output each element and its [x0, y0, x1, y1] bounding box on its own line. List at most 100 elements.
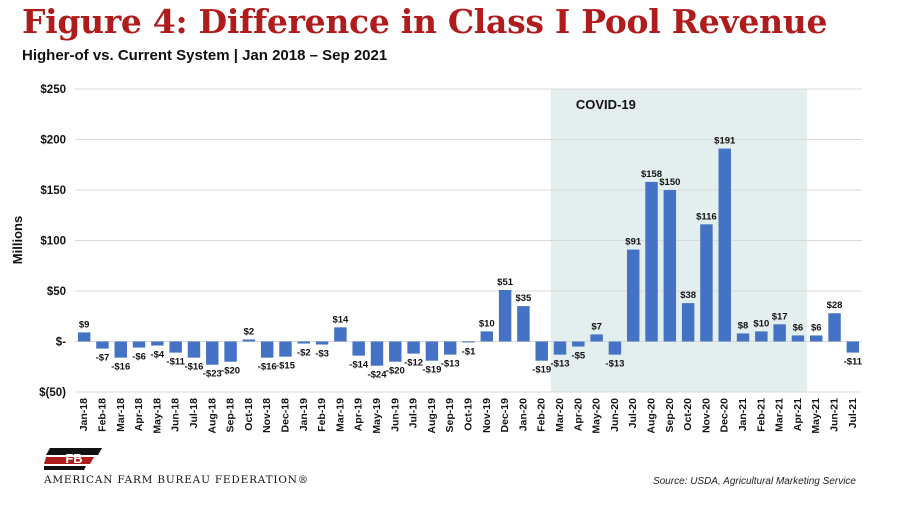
- bar-Feb-20: [535, 341, 548, 361]
- data-label: -$4: [150, 350, 164, 361]
- x-tick-label: May-20: [591, 398, 603, 434]
- bar-Apr-19: [352, 341, 365, 356]
- x-tick-label: Oct-19: [463, 398, 475, 431]
- x-tick-label: Jul-18: [188, 398, 200, 429]
- x-tick-label: Nov-20: [700, 398, 712, 433]
- x-tick-label: May-18: [151, 398, 163, 434]
- data-label: -$16: [111, 362, 130, 373]
- bar-Feb-19: [315, 341, 329, 345]
- x-tick-label: Mar-19: [334, 398, 346, 432]
- x-tick-label: Jul-20: [627, 398, 639, 429]
- chart-subtitle: Higher-of vs. Current System | Jan 2018 …: [22, 47, 388, 64]
- x-tick-label: Dec-20: [719, 398, 731, 433]
- data-label: $9: [79, 319, 90, 330]
- data-label: -$16: [184, 362, 203, 373]
- data-label: -$15: [276, 361, 296, 372]
- y-tick-label: $50: [47, 286, 66, 298]
- x-tick-label: Jul-21: [847, 398, 859, 429]
- bar-Jun-20: [608, 341, 622, 355]
- x-tick-label: Jan-21: [737, 398, 749, 431]
- bar-Aug-18: [206, 341, 219, 365]
- y-tick-label: $200: [40, 135, 66, 147]
- bar-Mar-21: [773, 324, 786, 342]
- bar-Aug-20: [645, 181, 658, 342]
- data-label: $150: [659, 177, 680, 188]
- data-label: $38: [680, 290, 696, 301]
- data-label: $14: [332, 314, 349, 325]
- data-label: -$3: [315, 349, 329, 360]
- bar-May-19: [370, 341, 384, 366]
- data-label: -$11: [166, 357, 185, 368]
- data-label: $8: [738, 320, 749, 331]
- chart-title: Figure 4: Difference in Class I Pool Rev…: [22, 2, 828, 41]
- data-label: -$13: [441, 359, 460, 370]
- y-tick-label: $(50): [39, 387, 66, 399]
- x-tick-label: Jan-20: [517, 398, 529, 431]
- y-axis-label: Millions: [10, 216, 25, 264]
- data-label: -$12: [404, 358, 423, 369]
- bar-Dec-18: [279, 341, 292, 357]
- bar-Jan-20: [517, 306, 530, 342]
- data-label: -$20: [386, 366, 405, 377]
- y-tick-label: $250: [40, 84, 66, 96]
- bar-Sep-18: [224, 341, 237, 362]
- bar-Oct-19: [462, 341, 475, 343]
- data-label: $116: [696, 211, 717, 222]
- bar-Jun-19: [389, 341, 402, 362]
- y-tick-label: $150: [40, 185, 66, 197]
- bar-Jul-18: [187, 341, 201, 358]
- bar-May-21: [810, 335, 823, 342]
- data-label: -$24: [367, 370, 387, 381]
- bar-Jun-18: [169, 341, 182, 353]
- x-tick-label: Mar-20: [554, 398, 566, 432]
- bar-Sep-20: [663, 190, 677, 342]
- x-tick-label: Aug-18: [206, 398, 218, 434]
- x-tick-label: Jan-18: [78, 398, 90, 431]
- x-tick-label: Mar-21: [774, 398, 786, 432]
- data-label: $51: [497, 277, 514, 288]
- bar-Dec-20: [718, 148, 731, 342]
- data-label: $2: [244, 326, 255, 337]
- bar-Mar-20: [553, 341, 567, 355]
- data-label: -$14: [349, 360, 369, 371]
- data-label: $6: [793, 322, 804, 333]
- data-label: -$2: [297, 348, 311, 359]
- x-tick-label: May-21: [810, 398, 822, 434]
- x-tick-label: Jun-19: [389, 398, 401, 432]
- bar-Oct-20: [681, 303, 695, 342]
- x-tick-label: Dec-18: [279, 398, 291, 433]
- data-label: -$19: [422, 365, 441, 376]
- x-tick-label: Nov-18: [261, 398, 273, 433]
- data-label: $10: [479, 318, 495, 329]
- bar-Mar-19: [334, 327, 347, 342]
- x-tick-label: Apr-21: [792, 398, 804, 431]
- bar-Jul-20: [626, 249, 640, 342]
- y-tick-label: $100: [40, 236, 66, 248]
- bar-Nov-20: [700, 224, 713, 342]
- x-tick-label: Apr-19: [353, 398, 365, 431]
- x-tick-label: Oct-20: [682, 398, 694, 431]
- x-tick-label: Sep-19: [444, 398, 456, 433]
- bar-Feb-21: [755, 331, 768, 342]
- data-label: $7: [591, 321, 602, 332]
- organization-name: AMERICAN FARM BUREAU FEDERATION®: [44, 474, 310, 486]
- y-tick-label: $-: [56, 337, 66, 349]
- data-label: -$6: [132, 352, 146, 363]
- bar-Nov-19: [480, 331, 494, 342]
- data-label: -$1: [462, 347, 476, 358]
- bar-May-20: [590, 334, 603, 342]
- x-tick-label: Mar-18: [115, 398, 127, 432]
- bar-Mar-18: [114, 341, 127, 358]
- bar-Jan-19: [297, 341, 311, 344]
- data-label: -$13: [605, 359, 624, 370]
- bar-Oct-18: [242, 339, 256, 342]
- bar-Jun-21: [828, 313, 841, 342]
- bar-Jul-19: [407, 341, 420, 354]
- data-label: -$23: [203, 369, 222, 380]
- x-tick-label: Feb-19: [316, 398, 328, 432]
- data-label: $10: [753, 318, 769, 329]
- x-tick-label: Dec-19: [499, 398, 511, 433]
- bar-Feb-18: [96, 341, 109, 349]
- bar-Aug-19: [425, 341, 439, 361]
